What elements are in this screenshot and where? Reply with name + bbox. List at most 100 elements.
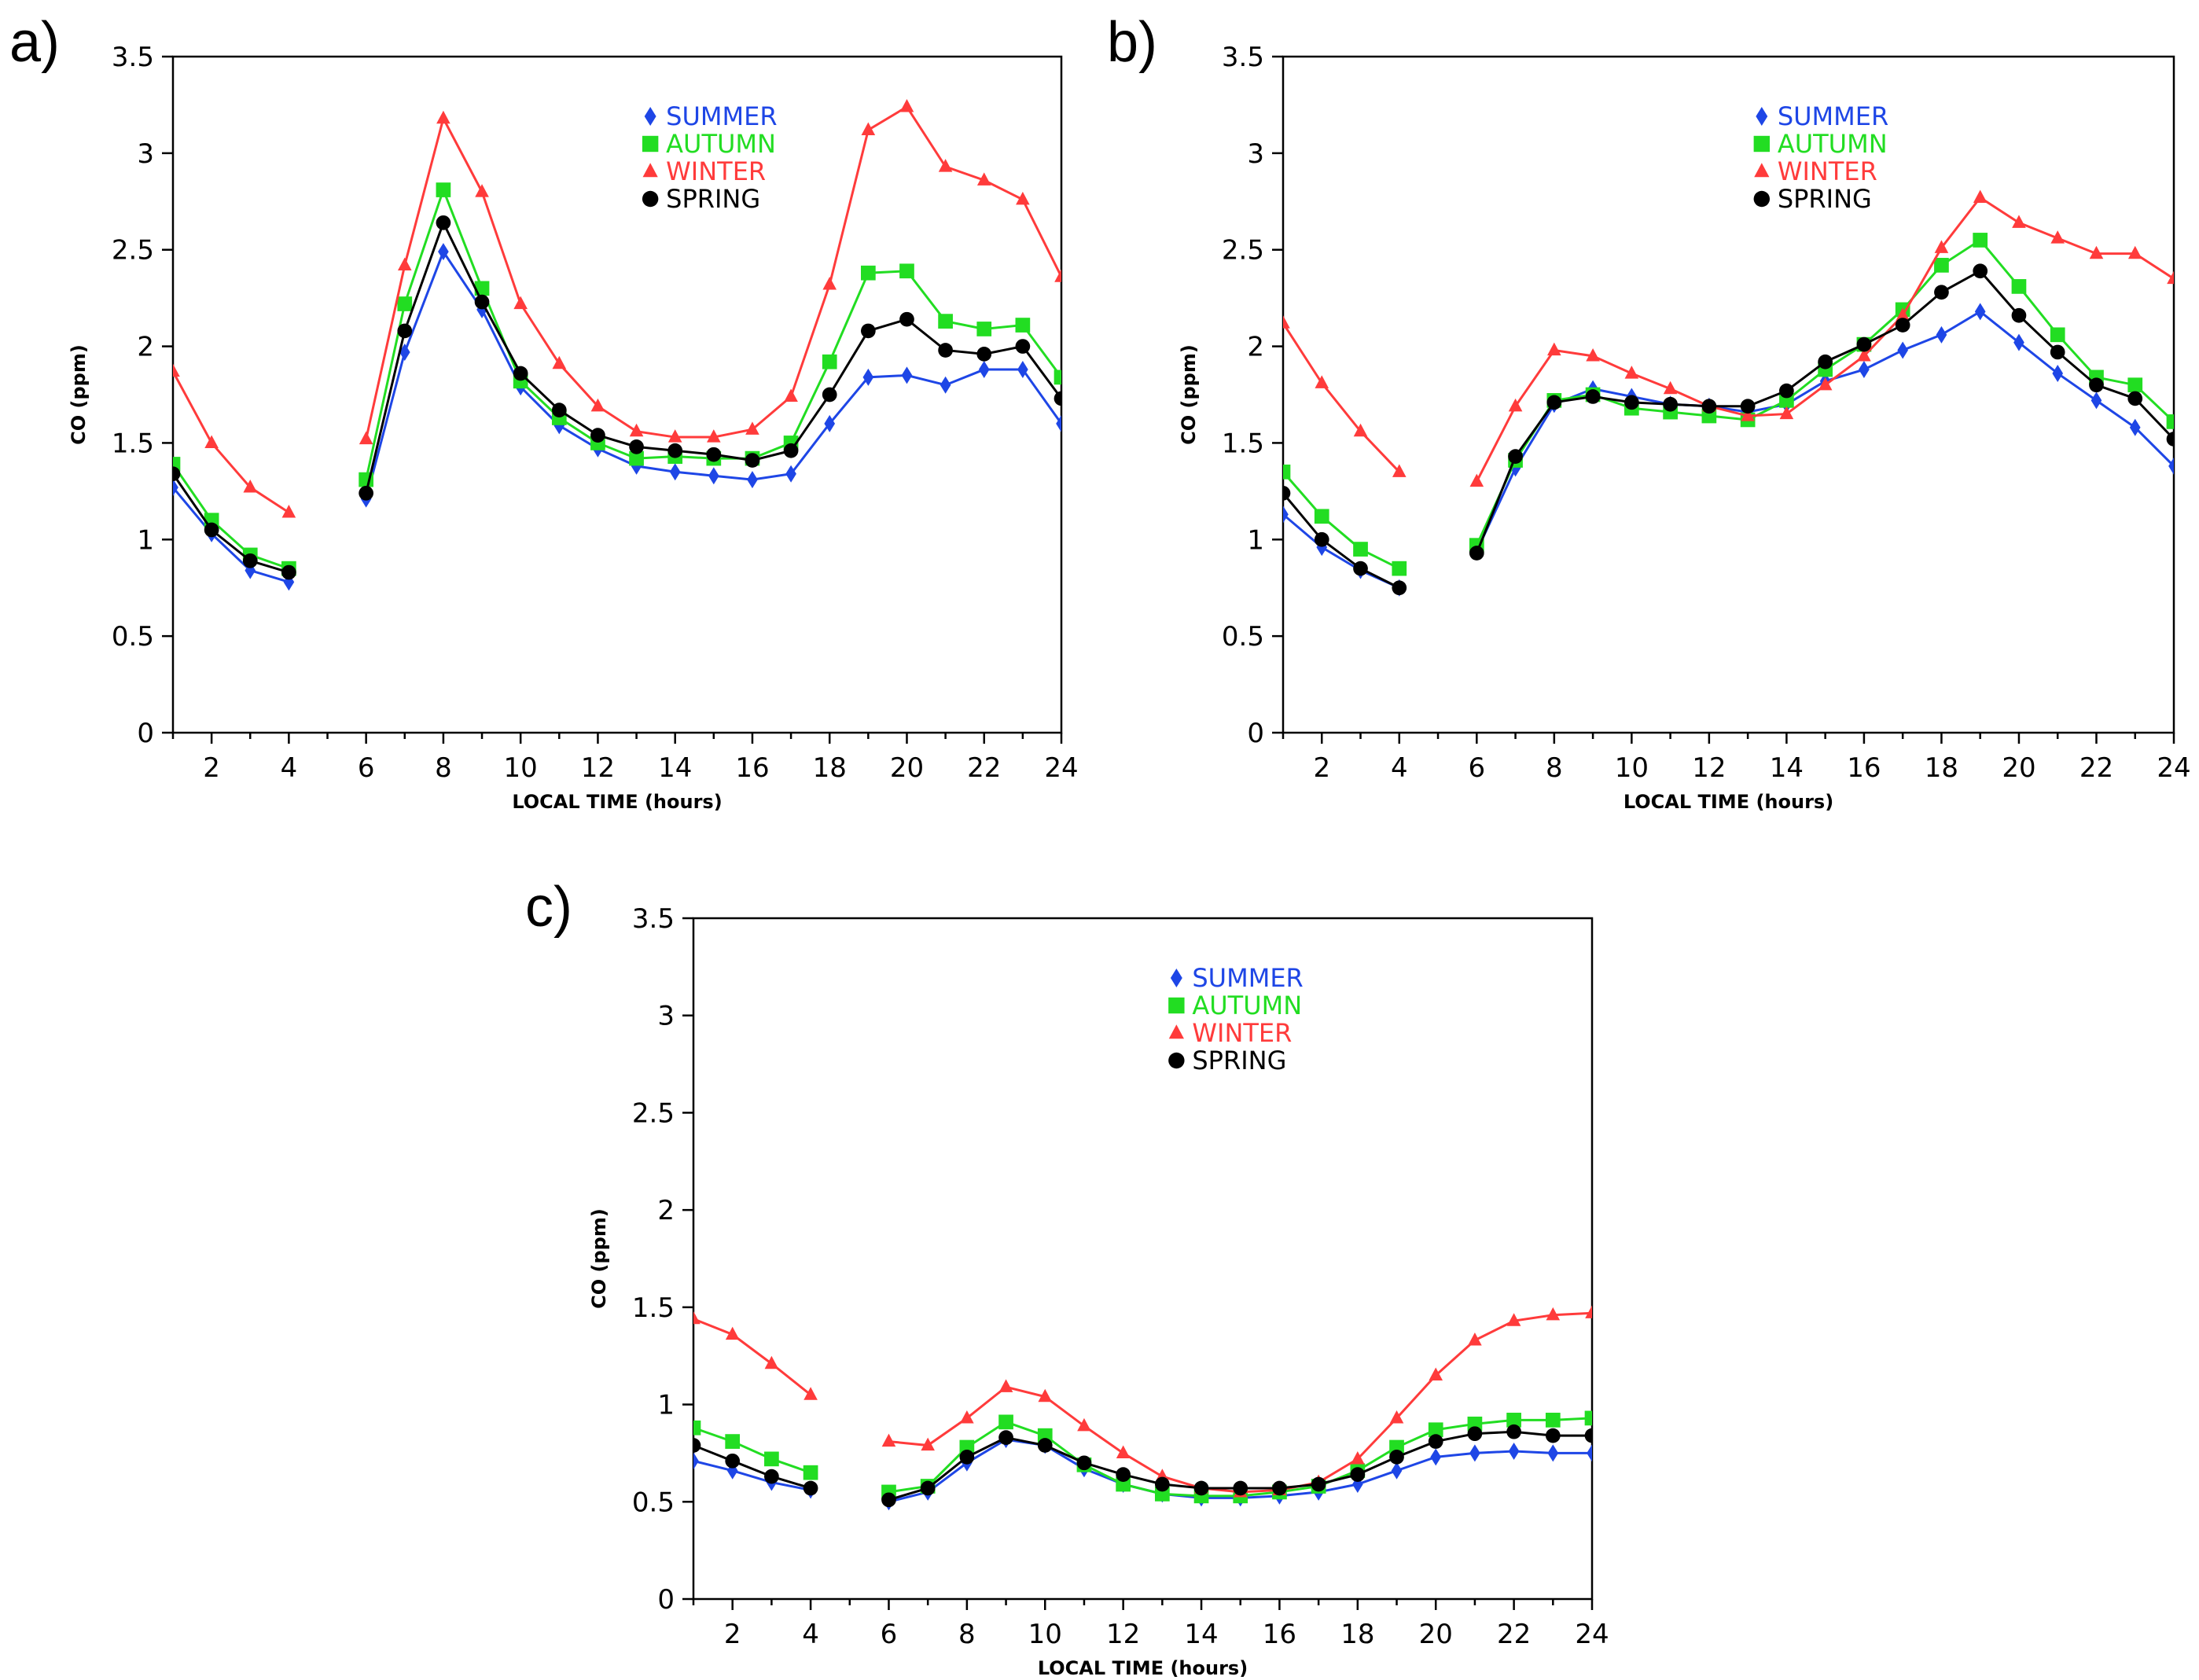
data-point-spring [1895,318,1910,333]
data-point-winter [1469,473,1484,487]
legend-marker-winter [1754,163,1770,178]
data-point-spring [1467,1426,1483,1442]
x-tick-label: 8 [958,1619,976,1650]
panel-a: a)00.511.522.533.52 4 6 8 10 12 14 16 18 20 22 24LO… [9,11,1079,813]
data-point-winter [667,429,682,443]
data-point-summer [2052,364,2064,382]
data-point-winter [1353,423,1368,437]
data-point-spring [1584,1428,1592,1443]
series-autumn [1283,233,2174,576]
y-tick-label: 1.5 [632,1292,675,1324]
data-point-winter [693,1311,701,1325]
y-tick-label: 1 [657,1390,675,1421]
x-tick-label: 10 [1615,752,1649,784]
data-point-winter [1429,1367,1443,1381]
data-point-winter [2127,245,2142,259]
data-point-spring [706,447,722,462]
data-point-summer [1587,1444,1592,1462]
data-point-winter [1741,408,1755,421]
data-point-spring [1272,1480,1287,1496]
series-line-winter [693,1318,812,1396]
data-point-spring [1585,389,1601,404]
x-tick-label: 20 [890,752,924,784]
data-point-autumn [397,296,413,311]
data-point-spring [1973,263,1988,279]
series-line-spring [1475,269,2174,554]
data-point-spring [2011,307,2027,323]
x-tick-label: 8 [435,752,452,784]
data-point-spring [242,553,258,568]
data-point-summer [1469,1444,1480,1462]
y-tick-label: 3 [1247,138,1264,170]
x-axis-label: LOCAL TIME (hours) [1624,791,1833,813]
data-point-spring [1353,561,1368,576]
series-summer [1283,303,2174,597]
data-point-autumn [693,1420,701,1436]
data-point-winter [803,1387,818,1400]
panel-label: a) [9,11,60,74]
series-summer [693,1431,1592,1511]
data-point-spring [590,428,605,443]
y-tick-label: 1 [137,524,154,556]
data-point-spring [764,1469,779,1484]
data-point-winter [629,423,644,437]
data-point-winter [1857,347,1871,362]
data-point-spring [551,403,567,418]
data-point-spring [1428,1434,1443,1449]
data-point-winter [861,122,876,135]
data-point-spring [1818,354,1833,369]
y-axis-label: CO (ppm) [588,1208,610,1309]
x-tick-label: 2 [724,1619,741,1650]
data-point-autumn [2166,414,2174,429]
data-point-autumn [1428,1422,1443,1438]
y-tick-label: 2.5 [632,1097,675,1129]
legend-label-autumn: AUTUMN [1778,129,1888,159]
legend-marker-autumn [1168,997,1185,1014]
data-point-summer [940,376,951,394]
data-point-winter [764,1355,779,1369]
x-tick-label: 12 [581,752,615,784]
data-point-spring [629,439,644,454]
series-line-autumn [173,463,289,570]
data-point-spring [1740,399,1756,414]
data-point-summer [438,243,449,261]
x-tick-label: 22 [967,752,1001,784]
legend-label-summer: SUMMER [1778,101,1888,131]
data-point-spring [1311,1476,1326,1492]
data-point-spring [359,485,374,501]
legend-label-summer: SUMMER [1192,963,1303,993]
data-point-summer [476,300,487,318]
data-point-spring [397,323,413,339]
data-point-winter [1818,377,1833,391]
data-point-summer [1283,505,1289,524]
data-point-winter [2012,215,2026,228]
data-point-winter [1315,375,1329,388]
data-point-spring [1508,449,1523,464]
data-point-summer [669,463,681,481]
y-tick-label: 1.5 [112,428,154,459]
data-point-spring [513,366,528,381]
data-point-spring [1546,395,1562,410]
data-point-autumn [173,457,181,472]
x-tick-label: 24 [1575,1619,1609,1650]
y-tick-label: 3.5 [632,903,675,935]
data-point-winter [1508,398,1523,412]
data-point-summer [2091,392,2102,410]
data-point-spring [474,294,490,310]
data-point-winter [1896,307,1910,321]
data-point-autumn [1584,1410,1592,1426]
data-point-winter [397,257,412,270]
data-point-spring [822,387,837,403]
legend-marker-autumn [642,135,659,153]
data-point-summer [173,478,178,496]
y-tick-label: 2 [657,1195,675,1226]
data-point-spring [281,564,296,580]
data-point-spring [1015,339,1031,354]
data-point-winter [2089,245,2104,259]
y-tick-label: 3 [137,138,154,170]
data-point-autumn [822,354,837,369]
y-axis-label: CO (ppm) [1178,344,1200,445]
data-point-autumn [764,1451,779,1467]
